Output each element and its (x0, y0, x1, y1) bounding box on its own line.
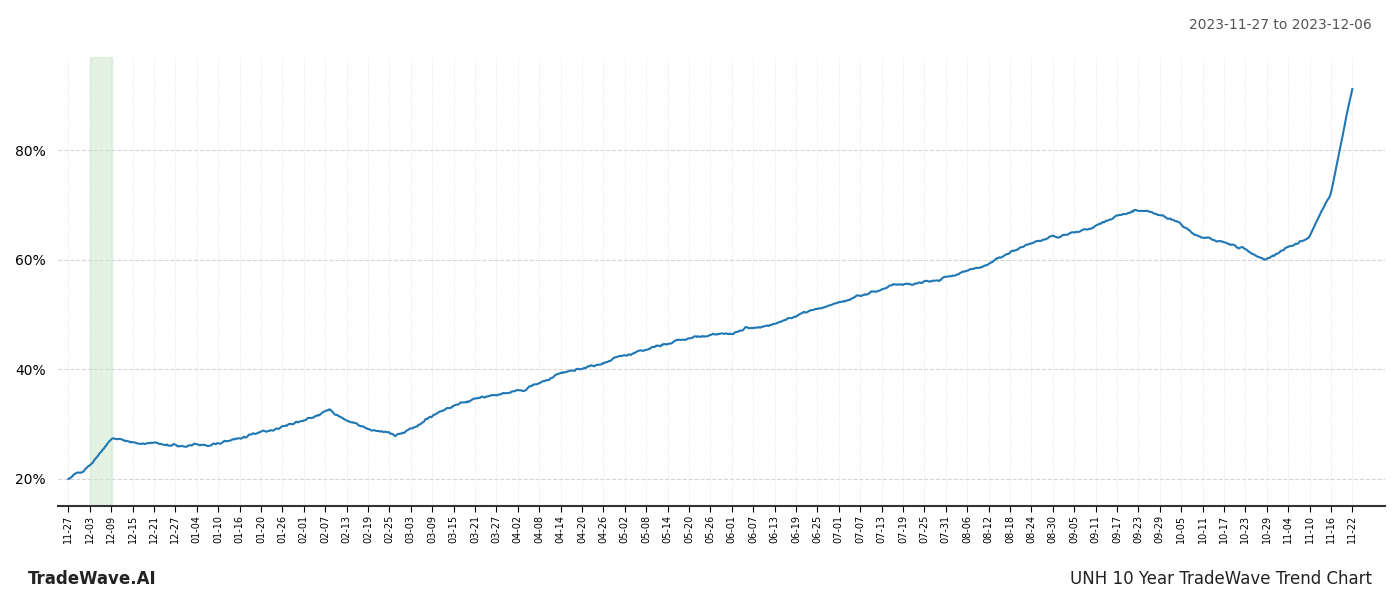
Bar (90, 57, 112, 506)
Text: TradeWave.AI: TradeWave.AI (28, 570, 157, 588)
Text: 2023-11-27 to 2023-12-06: 2023-11-27 to 2023-12-06 (1189, 18, 1372, 32)
Text: UNH 10 Year TradeWave Trend Chart: UNH 10 Year TradeWave Trend Chart (1070, 570, 1372, 588)
